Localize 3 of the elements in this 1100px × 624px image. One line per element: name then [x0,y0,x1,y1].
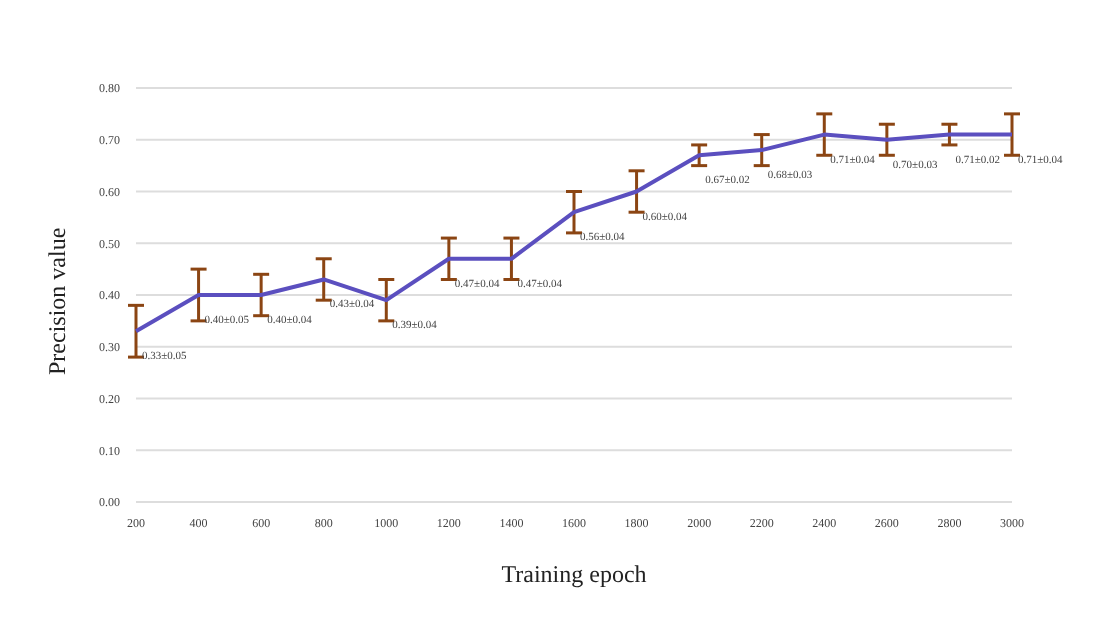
line-series [134,132,1014,334]
x-axis-title: Training epoch [501,560,647,588]
y-axis-title: Precision value [42,227,71,375]
